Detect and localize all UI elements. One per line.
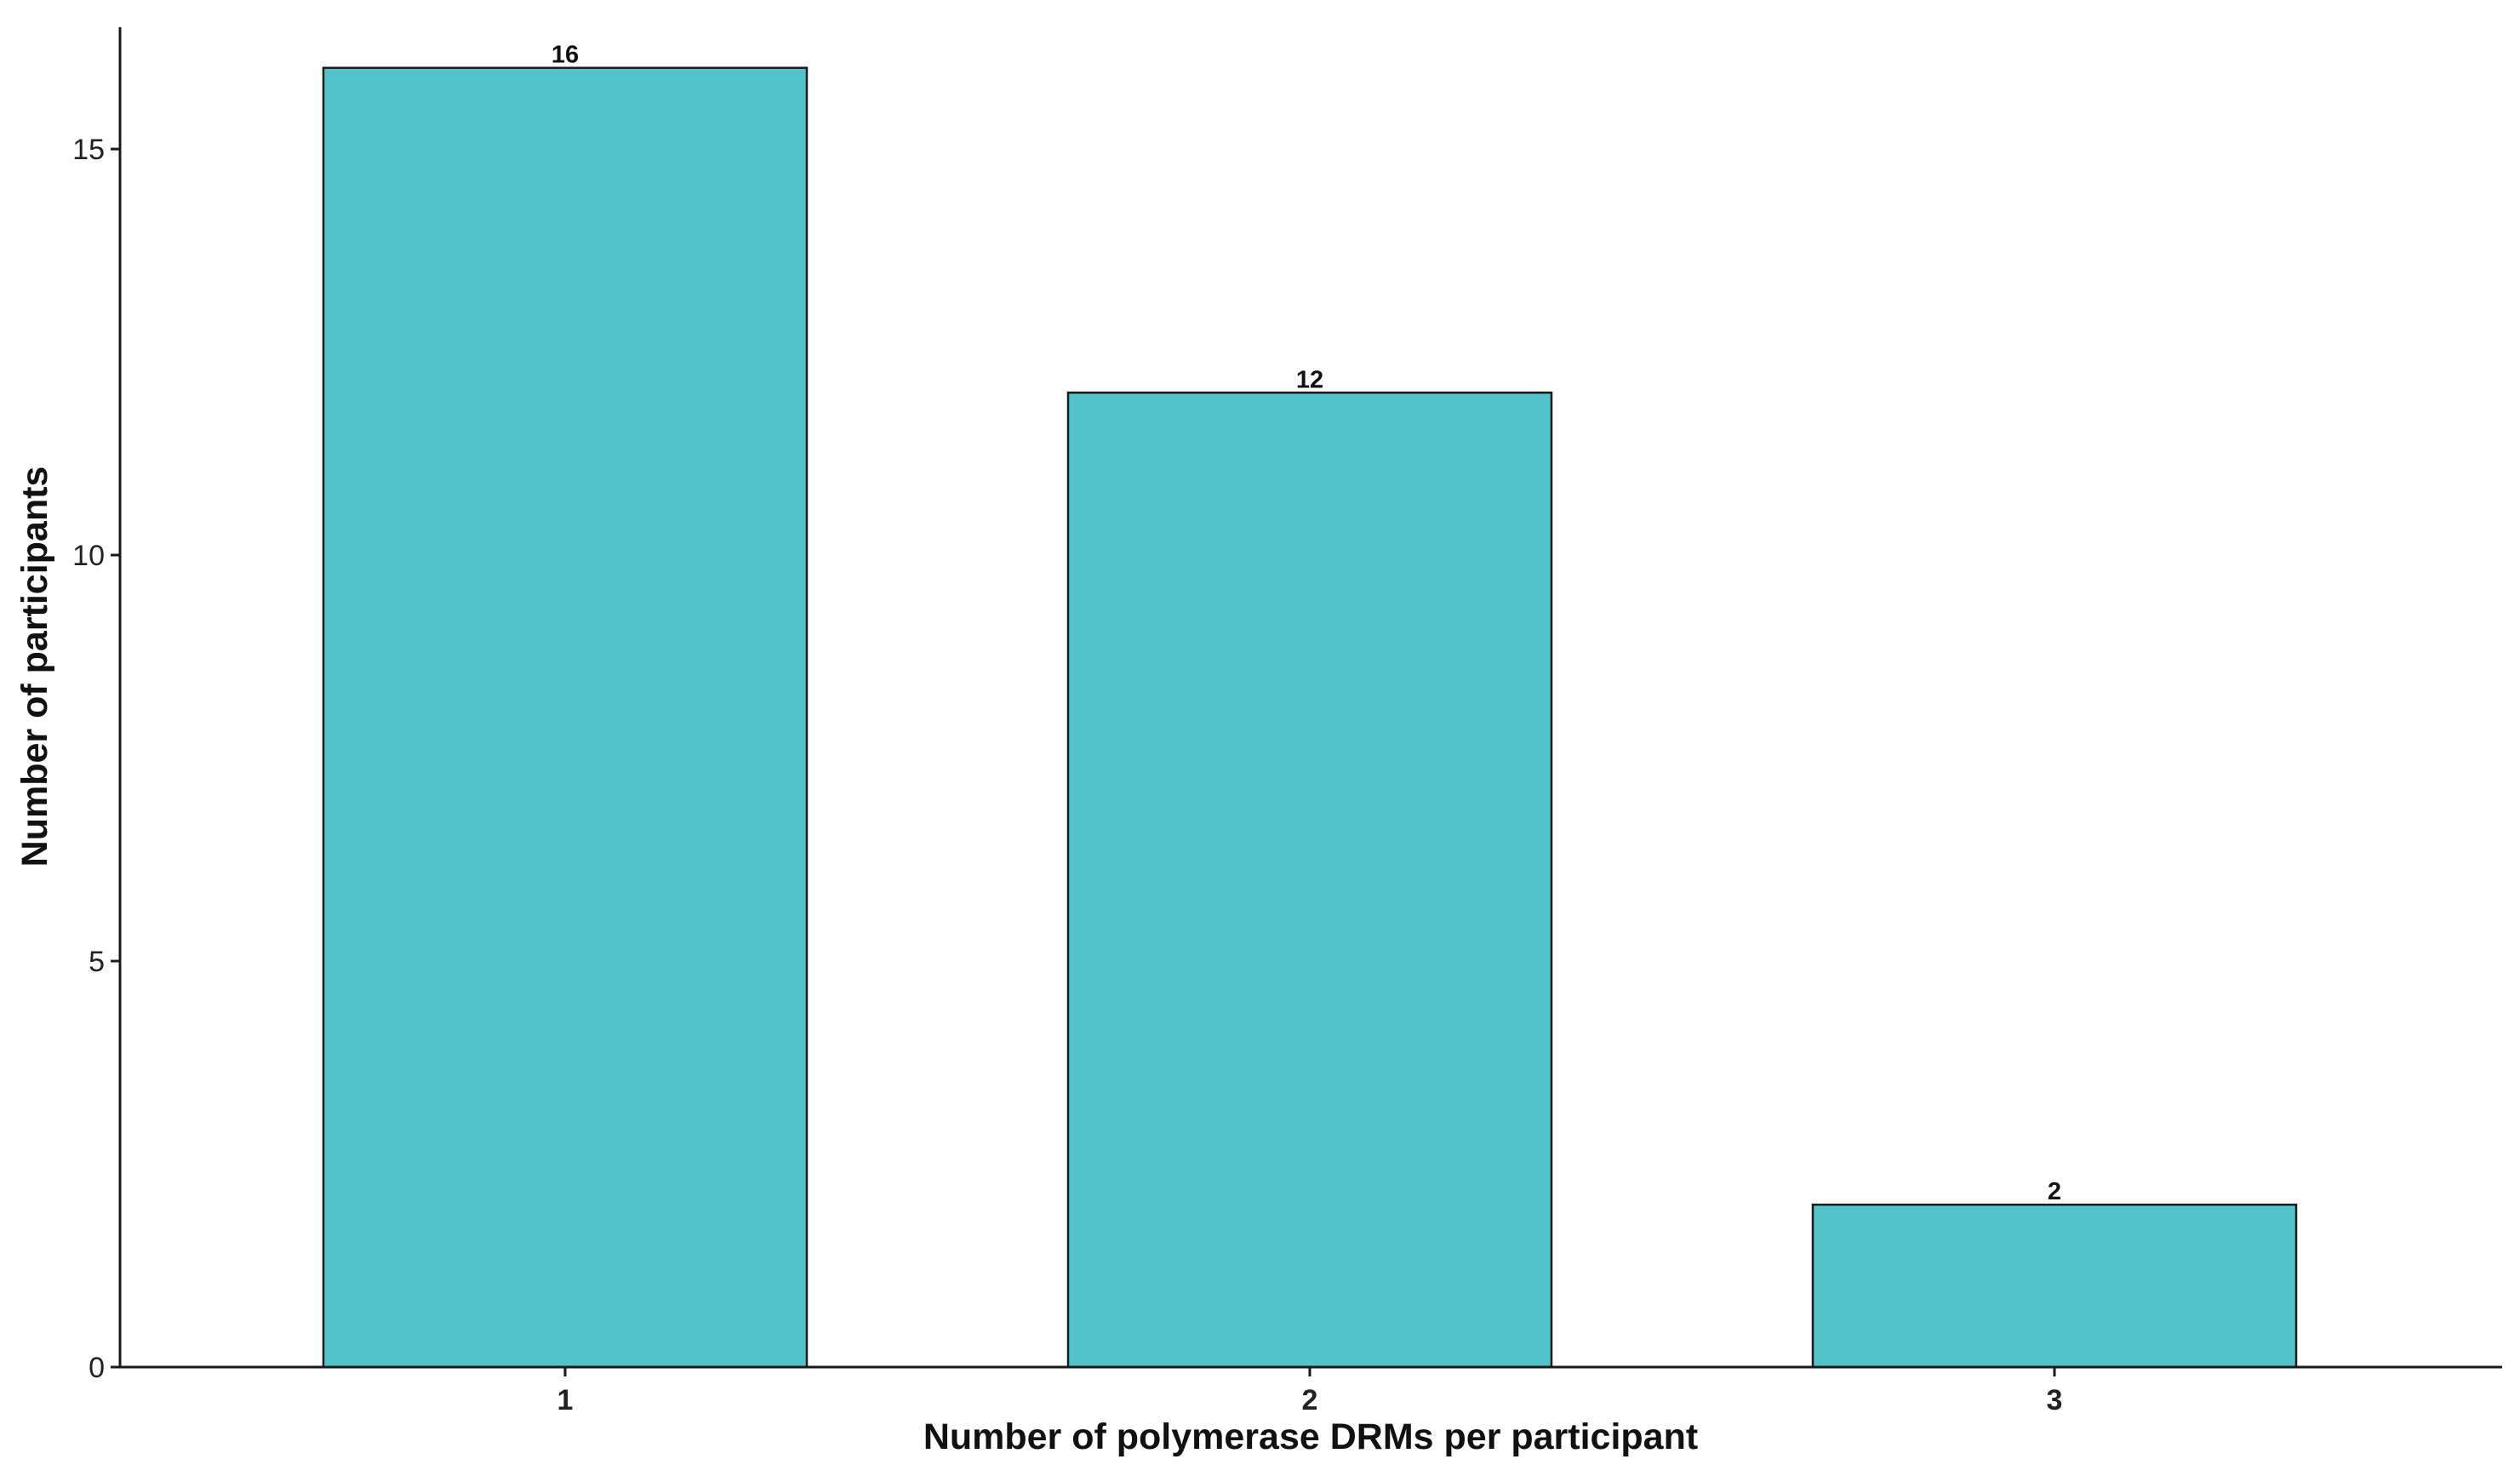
y-axis-title: Number of participants — [14, 466, 55, 867]
bar-1 — [322, 66, 809, 1369]
data-label-2: 12 — [1296, 366, 1323, 393]
x-axis-title: Number of polymerase DRMs per participan… — [923, 1416, 1698, 1457]
bar-2 — [1066, 392, 1553, 1369]
bar-3 — [1811, 1203, 2298, 1369]
x-tick-label: 3 — [2047, 1384, 2063, 1416]
x-ticks-group: 1 2 3 — [557, 1367, 2063, 1416]
x-tick-label: 2 — [1302, 1384, 1318, 1416]
y-ticks-group: 0 5 10 15 — [72, 134, 120, 1384]
y-tick-label: 15 — [72, 134, 105, 166]
y-tick-label: 0 — [89, 1352, 105, 1384]
data-label-3: 2 — [2048, 1178, 2061, 1205]
data-label-1: 16 — [551, 42, 579, 69]
x-tick-label: 1 — [557, 1384, 574, 1416]
y-tick-label: 5 — [89, 946, 105, 978]
data-labels-group: 16 12 2 — [551, 42, 2061, 1206]
y-tick-label: 10 — [72, 540, 105, 572]
bars-group — [322, 66, 2298, 1369]
